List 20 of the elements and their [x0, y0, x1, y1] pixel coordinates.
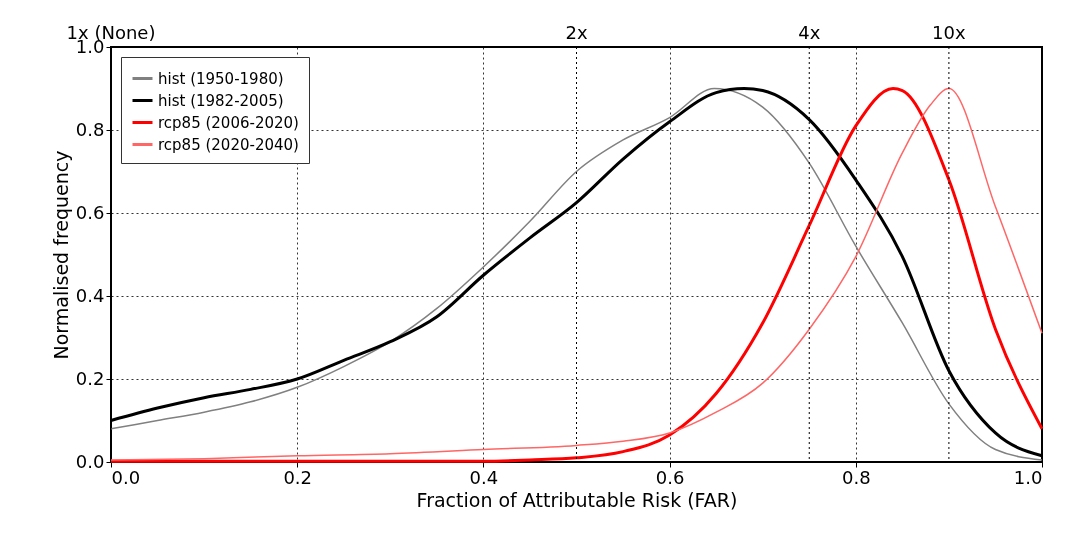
- y-tick-label: 0.0: [75, 450, 105, 472]
- x-tick-label: 0.2: [283, 466, 313, 488]
- x-tick-label: 0.8: [841, 466, 871, 488]
- x-tick-label: 0.0: [111, 466, 141, 488]
- x-tick-label: 0.4: [469, 466, 499, 488]
- x-tick-label: 1.0: [1013, 466, 1043, 488]
- y-axis-title: Normalised frequency: [49, 150, 72, 360]
- legend-label: rcp85 (2020-2040): [158, 135, 299, 154]
- ref-line-label: 4x: [798, 22, 821, 43]
- y-tick-label: 0.4: [75, 284, 105, 306]
- y-tick-label: 0.6: [75, 201, 105, 223]
- y-tick-label: 0.2: [75, 367, 105, 389]
- legend-label: hist (1950-1980): [158, 69, 284, 88]
- legend-label: hist (1982-2005): [158, 91, 284, 110]
- x-tick-label: 0.6: [655, 466, 685, 488]
- y-tick-label: 0.8: [75, 118, 105, 140]
- x-axis-title: Fraction of Attributable Risk (FAR): [416, 488, 738, 511]
- ref-line-label: 10x: [932, 22, 967, 43]
- ref-line-label: 2x: [565, 22, 588, 43]
- legend-label: rcp85 (2006-2020): [158, 113, 299, 132]
